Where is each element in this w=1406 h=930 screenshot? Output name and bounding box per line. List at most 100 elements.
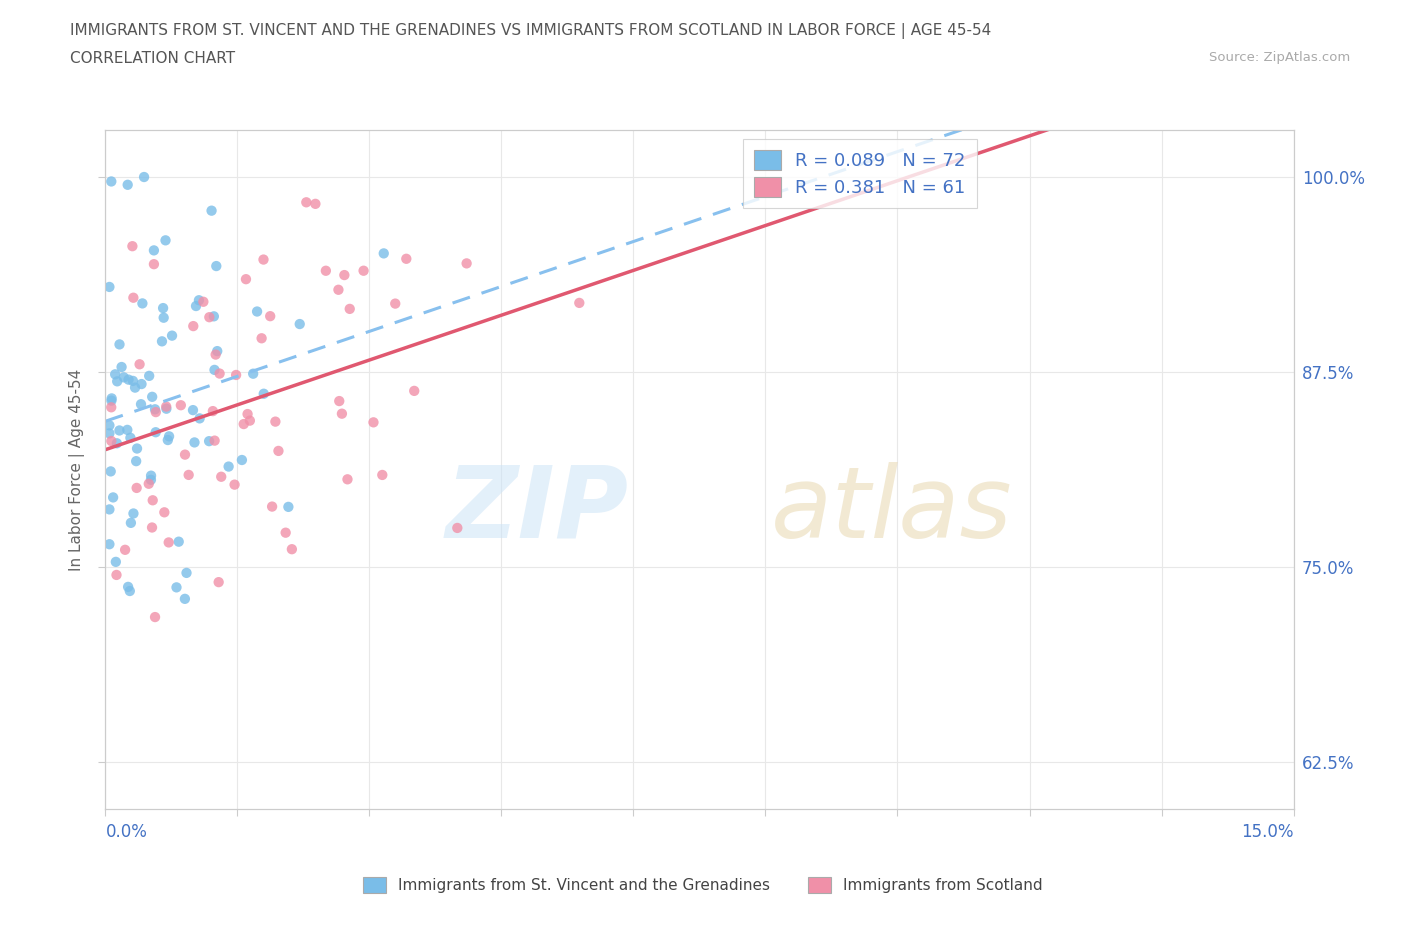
Text: atlas: atlas: [770, 462, 1012, 559]
Point: [193, 294, 215, 309]
Point: [150, 334, 173, 349]
Point: [204, 433, 226, 448]
Point: [108, 337, 131, 352]
Point: [231, 453, 253, 468]
Point: [167, 534, 190, 549]
Point: [205, 259, 228, 273]
Point: [207, 344, 229, 359]
Point: [142, 243, 165, 258]
Point: [122, 374, 145, 389]
Point: [181, 403, 204, 418]
Point: [131, 296, 153, 311]
Point: [98, 418, 121, 432]
Point: [277, 499, 299, 514]
Point: [242, 366, 264, 381]
Point: [315, 263, 337, 278]
Point: [100, 464, 122, 479]
Point: [224, 477, 246, 492]
Point: [373, 246, 395, 260]
Point: [200, 204, 222, 219]
Text: IMMIGRANTS FROM ST. VINCENT AND THE GRENADINES VS IMMIGRANTS FROM SCOTLAND IN LA: IMMIGRANTS FROM ST. VINCENT AND THE GREN…: [70, 23, 991, 39]
Legend: Immigrants from St. Vincent and the Grenadines, Immigrants from Scotland: Immigrants from St. Vincent and the Gren…: [357, 870, 1049, 899]
Point: [100, 400, 122, 415]
Point: [174, 591, 197, 606]
Point: [155, 401, 177, 416]
Point: [155, 399, 177, 414]
Point: [143, 402, 166, 417]
Point: [353, 263, 375, 278]
Point: [176, 565, 198, 580]
Point: [153, 505, 176, 520]
Point: [201, 404, 224, 418]
Point: [104, 366, 127, 381]
Point: [157, 429, 180, 444]
Point: [145, 425, 167, 440]
Point: [304, 196, 326, 211]
Point: [198, 433, 221, 448]
Point: [122, 290, 145, 305]
Point: [209, 470, 232, 485]
Point: [281, 542, 304, 557]
Point: [139, 472, 162, 487]
Point: [288, 316, 311, 331]
Text: 0.0%: 0.0%: [105, 823, 148, 842]
Point: [105, 436, 128, 451]
Point: [105, 374, 128, 389]
Point: [120, 431, 142, 445]
Point: [132, 169, 155, 184]
Point: [117, 178, 139, 193]
Point: [262, 499, 284, 514]
Point: [208, 575, 231, 590]
Point: [204, 363, 226, 378]
Point: [218, 459, 240, 474]
Point: [108, 423, 131, 438]
Point: [328, 393, 350, 408]
Point: [181, 319, 204, 334]
Point: [208, 366, 231, 381]
Point: [568, 296, 591, 311]
Point: [117, 372, 139, 387]
Point: [174, 447, 197, 462]
Point: [105, 567, 128, 582]
Point: [166, 580, 188, 595]
Point: [395, 251, 418, 266]
Point: [131, 377, 153, 392]
Point: [138, 476, 160, 491]
Text: CORRELATION CHART: CORRELATION CHART: [70, 51, 235, 66]
Point: [142, 493, 165, 508]
Point: [363, 415, 385, 430]
Point: [274, 525, 297, 540]
Point: [259, 309, 281, 324]
Point: [145, 405, 167, 419]
Point: [236, 406, 259, 421]
Point: [98, 537, 121, 551]
Point: [104, 554, 127, 569]
Point: [330, 406, 353, 421]
Point: [101, 490, 124, 505]
Point: [156, 432, 179, 447]
Point: [141, 390, 163, 405]
Point: [100, 391, 122, 405]
Point: [125, 441, 148, 456]
Point: [117, 422, 139, 437]
Point: [160, 328, 183, 343]
Point: [446, 521, 468, 536]
Point: [404, 383, 426, 398]
Point: [456, 256, 478, 271]
Point: [98, 426, 121, 441]
Point: [124, 380, 146, 395]
Point: [118, 583, 141, 598]
Point: [239, 413, 262, 428]
Text: 15.0%: 15.0%: [1241, 823, 1294, 842]
Point: [187, 293, 209, 308]
Point: [264, 414, 287, 429]
Point: [100, 174, 122, 189]
Point: [384, 296, 406, 311]
Point: [125, 481, 148, 496]
Point: [188, 411, 211, 426]
Point: [152, 311, 174, 325]
Point: [100, 393, 122, 408]
Point: [129, 397, 152, 412]
Point: [128, 357, 150, 372]
Point: [336, 472, 359, 486]
